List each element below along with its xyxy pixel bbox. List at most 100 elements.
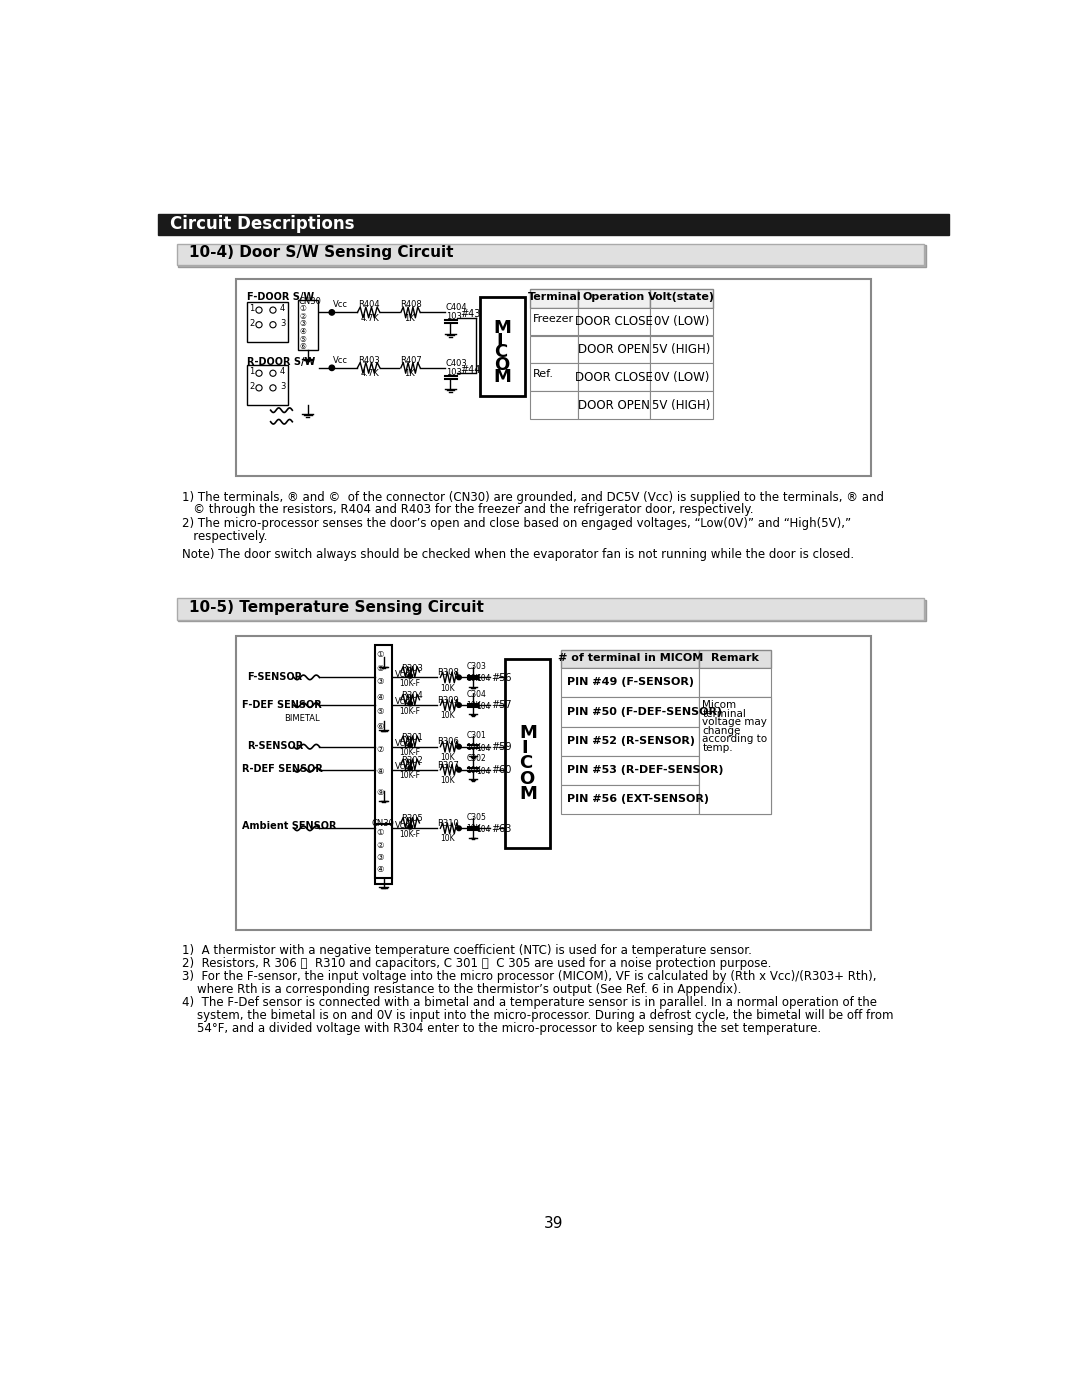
Text: #60: #60 bbox=[491, 766, 512, 775]
Bar bbox=[480, 298, 525, 395]
Bar bbox=[530, 289, 578, 307]
Text: ②: ② bbox=[377, 664, 384, 672]
Circle shape bbox=[457, 703, 461, 707]
Text: 103: 103 bbox=[446, 313, 462, 321]
Text: voltage may: voltage may bbox=[702, 718, 767, 728]
Text: DOOR OPEN: DOOR OPEN bbox=[578, 398, 650, 412]
Circle shape bbox=[408, 824, 413, 828]
Text: 10K: 10K bbox=[467, 824, 482, 834]
Text: I: I bbox=[496, 331, 503, 349]
Text: Vcc: Vcc bbox=[334, 355, 349, 365]
Circle shape bbox=[256, 370, 262, 376]
Text: #57: #57 bbox=[491, 700, 512, 711]
Text: 10K: 10K bbox=[467, 701, 482, 710]
Bar bbox=[375, 645, 392, 884]
Bar bbox=[178, 599, 926, 622]
Text: C: C bbox=[494, 344, 508, 362]
Text: DOOR CLOSE: DOOR CLOSE bbox=[575, 372, 653, 384]
Text: C: C bbox=[519, 754, 532, 773]
Text: 4.7K: 4.7K bbox=[361, 314, 379, 323]
Text: C304: C304 bbox=[467, 690, 487, 698]
Bar bbox=[699, 668, 770, 697]
Circle shape bbox=[256, 307, 262, 313]
Bar bbox=[699, 650, 770, 668]
Text: F-DEF SENSOR: F-DEF SENSOR bbox=[242, 700, 322, 710]
Text: R304: R304 bbox=[401, 692, 422, 700]
Circle shape bbox=[408, 743, 413, 747]
Text: C403: C403 bbox=[445, 359, 467, 367]
Text: R307: R307 bbox=[437, 760, 459, 770]
Text: R404: R404 bbox=[359, 300, 380, 309]
Circle shape bbox=[457, 767, 461, 773]
Text: #44: #44 bbox=[460, 365, 481, 374]
Text: ②: ② bbox=[299, 312, 306, 321]
Text: respectively.: respectively. bbox=[181, 529, 267, 542]
Text: Vcc: Vcc bbox=[394, 739, 409, 747]
Text: ④: ④ bbox=[377, 865, 384, 875]
Bar bbox=[578, 335, 649, 363]
Bar bbox=[699, 697, 770, 726]
Text: Terminal: Terminal bbox=[527, 292, 581, 302]
Text: system, the bimetal is on and 0V is input into the micro-processor. During a def: system, the bimetal is on and 0V is inpu… bbox=[181, 1009, 893, 1023]
Bar bbox=[505, 659, 551, 848]
Text: PIN #53 (R-DEF-SENSOR): PIN #53 (R-DEF-SENSOR) bbox=[567, 766, 724, 775]
Text: 4)  The F-Def sensor is connected with a bimetal and a temperature sensor is in : 4) The F-Def sensor is connected with a … bbox=[181, 996, 877, 1009]
Text: ⑤: ⑤ bbox=[377, 707, 384, 715]
Text: R306: R306 bbox=[437, 738, 459, 746]
Text: Vcc: Vcc bbox=[394, 697, 409, 707]
Text: change: change bbox=[702, 726, 741, 736]
Text: ⑧: ⑧ bbox=[377, 767, 384, 775]
Bar bbox=[562, 697, 699, 726]
Text: ④: ④ bbox=[299, 327, 306, 337]
Text: 10K: 10K bbox=[467, 743, 482, 752]
Circle shape bbox=[457, 826, 461, 831]
Bar bbox=[247, 365, 287, 405]
Text: 10K-F: 10K-F bbox=[400, 830, 420, 838]
Text: 10K: 10K bbox=[441, 834, 455, 844]
Bar bbox=[159, 214, 948, 236]
Text: 10-5) Temperature Sensing Circuit: 10-5) Temperature Sensing Circuit bbox=[189, 599, 484, 615]
Text: Ref.: Ref. bbox=[532, 369, 554, 380]
Text: 5V (HIGH): 5V (HIGH) bbox=[652, 344, 711, 356]
Text: 10K: 10K bbox=[441, 775, 455, 785]
Text: R309: R309 bbox=[437, 696, 459, 705]
Text: PIN #49 (F-SENSOR): PIN #49 (F-SENSOR) bbox=[567, 678, 694, 687]
Text: #63: #63 bbox=[491, 824, 512, 834]
Text: 104: 104 bbox=[476, 743, 490, 753]
Text: R-SENSOR: R-SENSOR bbox=[247, 742, 303, 752]
Text: ①: ① bbox=[377, 828, 384, 837]
Bar bbox=[578, 391, 649, 419]
Text: PIN #56 (EXT-SENSOR): PIN #56 (EXT-SENSOR) bbox=[567, 795, 710, 805]
Text: ②: ② bbox=[377, 841, 384, 849]
Circle shape bbox=[408, 701, 413, 705]
Bar bbox=[649, 363, 713, 391]
Bar bbox=[298, 300, 318, 351]
Text: Operation: Operation bbox=[583, 292, 645, 302]
Text: R302: R302 bbox=[401, 756, 422, 766]
Text: 1) The terminals, ® and ©  of the connector (CN30) are grounded, and DC5V (Vcc) : 1) The terminals, ® and © of the connect… bbox=[181, 490, 883, 504]
Text: 104: 104 bbox=[476, 703, 490, 711]
Text: 54°F, and a divided voltage with R304 enter to the micro-processor to keep sensi: 54°F, and a divided voltage with R304 en… bbox=[181, 1023, 821, 1035]
Text: #43: #43 bbox=[460, 309, 481, 320]
Circle shape bbox=[457, 745, 461, 749]
Bar bbox=[375, 824, 392, 877]
Text: R408: R408 bbox=[400, 300, 422, 309]
Circle shape bbox=[256, 384, 262, 391]
Text: Volt(state): Volt(state) bbox=[648, 292, 715, 302]
Text: 1K: 1K bbox=[404, 369, 415, 379]
Text: Vcc: Vcc bbox=[394, 820, 409, 830]
Bar bbox=[649, 307, 713, 335]
Text: #59: #59 bbox=[491, 742, 512, 752]
Text: C305: C305 bbox=[467, 813, 487, 821]
Text: ⑥: ⑥ bbox=[299, 342, 306, 352]
Bar bbox=[699, 726, 770, 756]
Text: 10K: 10K bbox=[467, 766, 482, 775]
Text: 2) The micro-processor senses the door’s open and close based on engaged voltage: 2) The micro-processor senses the door’s… bbox=[181, 517, 851, 531]
Text: M: M bbox=[494, 319, 512, 337]
Circle shape bbox=[408, 766, 413, 771]
Text: Ambient SENSOR: Ambient SENSOR bbox=[242, 820, 337, 831]
Text: ⑦: ⑦ bbox=[377, 745, 384, 754]
Text: 3: 3 bbox=[280, 381, 285, 391]
Text: 4: 4 bbox=[280, 305, 285, 313]
Bar bbox=[562, 668, 699, 697]
